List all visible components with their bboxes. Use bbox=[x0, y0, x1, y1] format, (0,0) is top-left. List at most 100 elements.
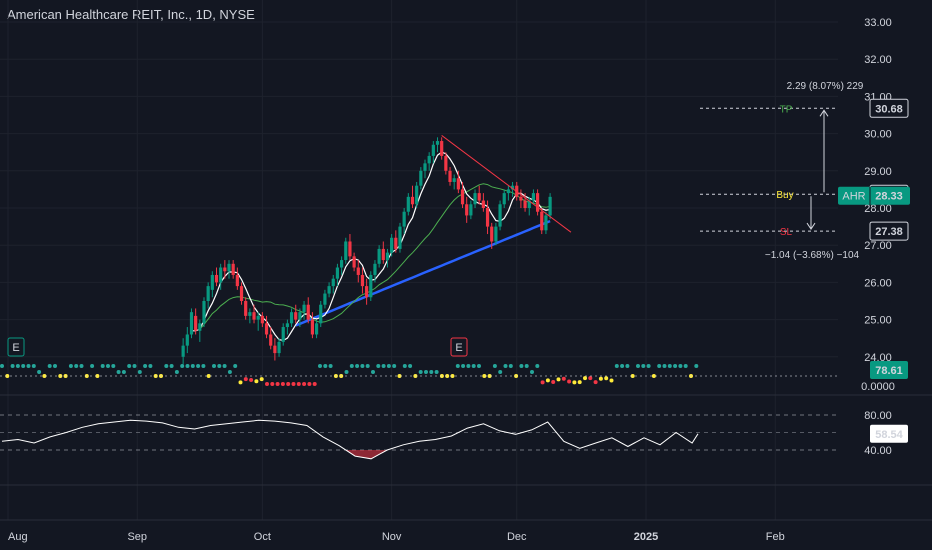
oscillator-dot bbox=[651, 374, 656, 378]
time-tick-label: Nov bbox=[382, 531, 402, 543]
oscillator-dots bbox=[0, 364, 699, 386]
candle-body bbox=[189, 312, 194, 335]
oscillator-dot bbox=[694, 364, 699, 368]
oscillator-dot bbox=[164, 364, 169, 368]
symbol-label: AHR bbox=[842, 191, 865, 203]
time-tick-label: Feb bbox=[766, 531, 785, 543]
candles bbox=[181, 137, 552, 365]
earnings-marker: E bbox=[450, 337, 468, 357]
oscillator-dot bbox=[609, 378, 614, 383]
oscillator-dot bbox=[53, 364, 57, 368]
candle-body bbox=[335, 267, 340, 279]
oscillator-dot bbox=[291, 382, 296, 386]
oscillator-dot bbox=[148, 364, 153, 368]
oscillator-dot bbox=[15, 364, 20, 368]
oscillator-dot bbox=[254, 379, 259, 384]
oscillator-dot bbox=[74, 364, 79, 368]
grid bbox=[0, 0, 838, 520]
oscillator-dot bbox=[174, 370, 179, 374]
last-price-value: 28.33 bbox=[875, 191, 903, 203]
last-price-box bbox=[838, 186, 910, 205]
earnings-marker-box bbox=[450, 337, 468, 357]
oscillator-dot bbox=[625, 364, 630, 368]
candle-body bbox=[506, 189, 510, 194]
oscillator-dot bbox=[461, 364, 466, 368]
candle-body bbox=[490, 226, 494, 242]
earnings-marker: E bbox=[7, 337, 25, 357]
candle-body bbox=[331, 278, 335, 287]
tp-price-tag-text: 30.68 bbox=[875, 103, 903, 115]
rsi-oversold-fill bbox=[2, 450, 698, 459]
oscillator-dot bbox=[583, 376, 587, 381]
candle-body bbox=[423, 163, 427, 171]
oscillator-dot bbox=[95, 374, 100, 378]
oscillator-value: 78.61 bbox=[875, 365, 903, 377]
candle-body bbox=[310, 319, 315, 335]
oscillator-dot bbox=[286, 382, 291, 386]
price-tick-label: 30.00 bbox=[864, 129, 892, 141]
oscillator-dot bbox=[429, 370, 434, 374]
oscillator-dot bbox=[678, 364, 683, 368]
candle-body bbox=[406, 196, 410, 212]
earnings-marker-box bbox=[7, 337, 25, 357]
oscillator-dot bbox=[37, 370, 42, 374]
oscillator-dot bbox=[408, 364, 413, 368]
oscillator-dot bbox=[137, 370, 142, 374]
oscillator-dot bbox=[567, 379, 572, 384]
candle-body bbox=[431, 144, 435, 156]
oscillator-dot bbox=[344, 370, 349, 374]
candle-body bbox=[235, 274, 239, 287]
oscillator-value-box bbox=[870, 361, 908, 379]
candle-body bbox=[369, 274, 373, 298]
oscillator-dot bbox=[636, 364, 640, 368]
candle-body bbox=[298, 312, 302, 320]
oscillator-dot bbox=[0, 364, 4, 368]
oscillator-dot bbox=[302, 382, 307, 386]
oscillator-dot bbox=[455, 364, 460, 368]
price-tick-label: 29.00 bbox=[864, 166, 892, 178]
candle-body bbox=[273, 345, 277, 354]
oscillator-dot bbox=[556, 377, 561, 382]
oscillator-dot bbox=[360, 364, 365, 368]
candle-body bbox=[456, 178, 460, 190]
oscillator-dot bbox=[265, 382, 269, 386]
oscillator-dot bbox=[641, 364, 646, 368]
candle-body bbox=[219, 267, 223, 283]
candle-body bbox=[214, 274, 219, 283]
candle-body bbox=[210, 274, 214, 290]
chart-title: American Healthcare REIT, Inc., 1D, NYSE bbox=[7, 7, 255, 22]
candle-body bbox=[523, 200, 527, 208]
oscillator-dot bbox=[418, 370, 423, 374]
oscillator-dot bbox=[100, 364, 105, 368]
oscillator-dot bbox=[201, 364, 206, 368]
candle-body bbox=[352, 256, 356, 268]
earnings-marker-label: E bbox=[12, 342, 19, 354]
oscillator-dot bbox=[243, 377, 248, 382]
sl-price-tag-text: 27.38 bbox=[875, 226, 903, 238]
oscillator-dot bbox=[508, 364, 513, 368]
candle-body bbox=[410, 196, 415, 205]
oscillator-dot bbox=[47, 364, 52, 368]
oscillator-dot bbox=[540, 380, 545, 385]
oscillator-dot bbox=[424, 370, 428, 374]
oscillator-dot bbox=[588, 376, 593, 381]
oscillator-dot bbox=[667, 364, 672, 368]
price-tick-label: 25.00 bbox=[864, 315, 892, 327]
candle-body bbox=[377, 248, 381, 264]
oscillator-dot bbox=[79, 364, 84, 368]
candle-body bbox=[481, 200, 485, 208]
candle-body bbox=[465, 204, 469, 216]
candle-body bbox=[244, 301, 248, 316]
profit-text: 2.29 (8.07%) 229 bbox=[787, 81, 864, 92]
candle-body bbox=[277, 341, 281, 354]
time-tick-label: Sep bbox=[127, 531, 147, 543]
candle-body bbox=[427, 155, 431, 164]
candle-body bbox=[440, 141, 444, 156]
candle-body bbox=[314, 323, 319, 335]
candle-body bbox=[381, 248, 385, 261]
candle-body bbox=[206, 286, 210, 301]
candle-body bbox=[356, 267, 360, 275]
oscillator-dot bbox=[190, 364, 195, 368]
candle-body bbox=[394, 237, 398, 249]
